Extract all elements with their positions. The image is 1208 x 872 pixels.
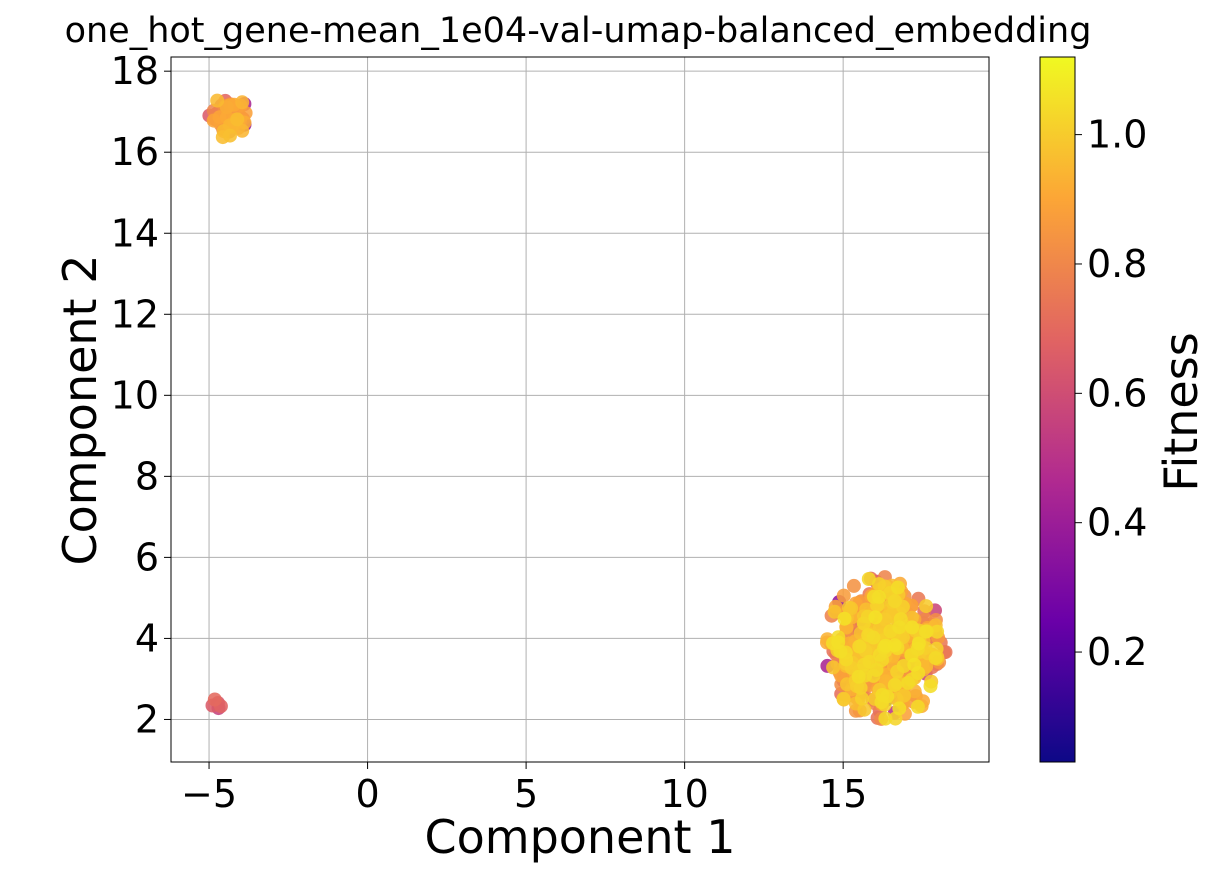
scatter-point — [910, 699, 925, 714]
x-tick-label: 0 — [355, 772, 379, 816]
y-tick-label: 8 — [135, 454, 159, 498]
scatter-point — [235, 123, 250, 138]
scatter-point — [887, 638, 902, 653]
y-tick-label: 14 — [111, 211, 159, 255]
scatter-point — [857, 702, 872, 717]
grid-lines — [171, 57, 989, 762]
colorbar-tick-label: 0.8 — [1087, 242, 1147, 286]
colorbar-tick-label: 0.2 — [1087, 630, 1147, 674]
colorbar-tick-label: 0.6 — [1087, 371, 1147, 415]
y-tick-label: 10 — [111, 373, 159, 417]
scatter-point — [911, 636, 926, 651]
scatter-point — [223, 128, 237, 143]
scatter-point — [866, 630, 881, 645]
plot-frame — [170, 56, 990, 763]
scatter-point — [868, 610, 883, 625]
scatter-point — [901, 675, 916, 690]
x-axis-label: Component 1 — [425, 810, 736, 864]
y-tick-label: 2 — [135, 697, 159, 741]
scatter-point — [919, 599, 934, 614]
scatter-point — [907, 657, 922, 672]
scatter-point — [846, 578, 861, 593]
scatter-point — [875, 688, 890, 702]
scatter-point — [831, 635, 846, 650]
scatter-point — [918, 624, 933, 639]
scatter-point — [841, 600, 856, 615]
scatter-point — [230, 112, 245, 127]
scatter-point — [887, 678, 902, 693]
y-tick-label: 6 — [135, 535, 159, 579]
colorbar-label: Fitness — [1154, 332, 1208, 491]
y-axis-label: Component 2 — [53, 255, 107, 566]
scatter-point — [892, 620, 907, 635]
scatter-point — [905, 620, 920, 635]
chart-title: one_hot_gene-mean_1e04-val-umap-balanced… — [65, 11, 1092, 51]
scatter-point — [852, 639, 867, 654]
scatter-point — [210, 93, 225, 108]
colorbar-ticks: 0.2 0.4 0.6 0.8 1.0 — [1075, 113, 1147, 674]
scatter-point — [896, 659, 911, 673]
colorbar — [1039, 56, 1076, 763]
scatter-point — [855, 691, 869, 706]
scatter-point — [207, 692, 222, 707]
scatter-point — [827, 604, 842, 619]
x-tick-label: 5 — [514, 772, 538, 816]
y-tick-label: 18 — [111, 49, 159, 93]
y-tick-label: 12 — [111, 292, 159, 336]
scatter-point — [836, 588, 851, 603]
scatter-point — [872, 589, 886, 604]
scatter-point — [887, 594, 902, 609]
scatter-point — [923, 679, 938, 694]
y-tick-label: 4 — [135, 616, 159, 660]
scatter-point — [892, 701, 907, 716]
y-tick-label: 16 — [111, 130, 159, 174]
scatter-point — [891, 580, 905, 595]
scatter-point — [869, 663, 884, 677]
x-tick-label: 10 — [660, 772, 708, 816]
x-axis-ticks: −5 0 5 10 15 — [181, 762, 867, 816]
scatter-point — [836, 691, 851, 706]
colorbar-tick-label: 1.0 — [1087, 113, 1147, 157]
scatter-point — [928, 651, 943, 666]
scatter-point — [878, 711, 893, 726]
scatter-point — [826, 660, 841, 675]
scatter-point — [930, 624, 945, 639]
x-tick-label: −5 — [181, 772, 237, 816]
scatter-point — [837, 611, 852, 626]
colorbar-tick-label: 0.4 — [1087, 501, 1147, 545]
x-tick-label: 15 — [819, 772, 867, 816]
y-axis-ticks: 2 4 6 8 10 12 14 16 18 — [111, 49, 171, 741]
scatter-point — [856, 616, 871, 631]
scatter-point — [235, 95, 250, 110]
data-points — [202, 93, 953, 726]
scatter-point — [861, 572, 876, 586]
scatter-point — [851, 669, 866, 684]
scatter-point — [853, 680, 868, 695]
